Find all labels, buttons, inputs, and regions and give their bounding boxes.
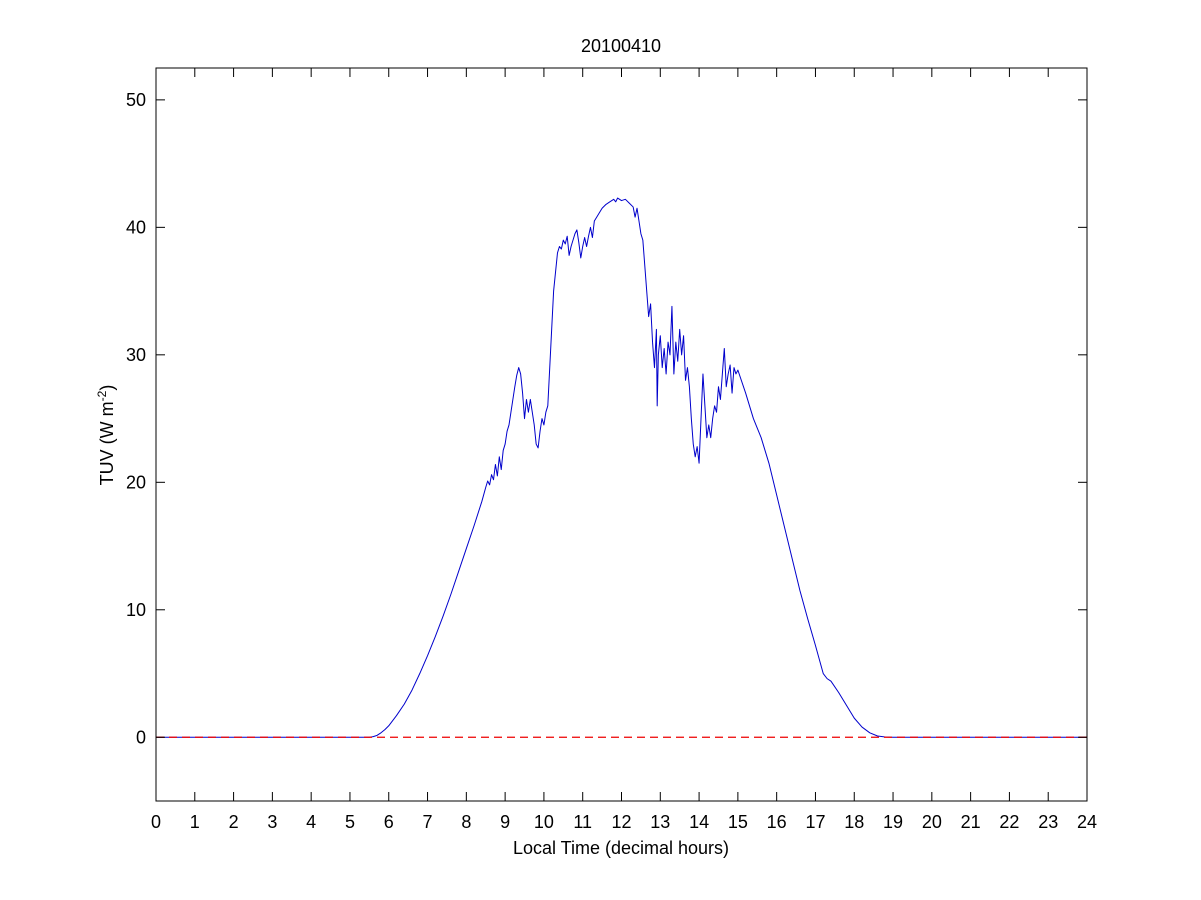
x-tick-label: 22 — [999, 812, 1019, 832]
y-tick-label: 30 — [126, 345, 146, 365]
y-axis-label-main: TUV (W m — [97, 401, 117, 485]
x-tick-label: 16 — [767, 812, 787, 832]
x-tick-label: 3 — [267, 812, 277, 832]
plot-frame — [155, 67, 1088, 802]
x-tick-label: 14 — [689, 812, 709, 832]
x-tick-label: 17 — [805, 812, 825, 832]
x-tick-label: 20 — [922, 812, 942, 832]
x-tick-label: 0 — [151, 812, 161, 832]
x-tick-label: 23 — [1038, 812, 1058, 832]
x-tick-label: 6 — [384, 812, 394, 832]
y-tick-label: 10 — [126, 600, 146, 620]
x-tick-label: 9 — [500, 812, 510, 832]
y-tick-label: 40 — [126, 217, 146, 237]
y-tick-label: 50 — [126, 90, 146, 110]
x-tick-label: 24 — [1077, 812, 1097, 832]
x-tick-label: 12 — [611, 812, 631, 832]
x-tick-label: 19 — [883, 812, 903, 832]
y-axis-label: TUV (W m-2) — [95, 385, 117, 486]
series-layer — [156, 197, 1087, 738]
x-tick-label: 21 — [961, 812, 981, 832]
x-tick-label: 4 — [306, 812, 316, 832]
y-tick-label: 20 — [126, 472, 146, 492]
x-tick-label: 8 — [461, 812, 471, 832]
ticks-layer: 0 1 2 3 4 5 6 7 8 9 10 11 12 13 14 15 16 17 18 19 20 21 22 23 24… — [126, 68, 1097, 832]
y-axis-label-close: ) — [97, 385, 117, 391]
x-tick-label: 5 — [345, 812, 355, 832]
x-tick-label: 10 — [534, 812, 554, 832]
x-tick-label: 1 — [190, 812, 200, 832]
x-tick-label: 18 — [844, 812, 864, 832]
x-tick-label: 7 — [423, 812, 433, 832]
x-tick-label: 11 — [573, 812, 592, 832]
x-tick-label: 2 — [229, 812, 239, 832]
tuv-series-line — [156, 197, 1087, 738]
x-axis-label: Local Time (decimal hours) — [513, 838, 729, 858]
x-tick-label: 15 — [728, 812, 748, 832]
plot-area — [156, 68, 1087, 801]
y-tick-label: 0 — [136, 727, 146, 747]
x-tick-label: 13 — [650, 812, 670, 832]
chart-title: 20100410 — [581, 36, 661, 56]
y-axis-label-superscript: -2 — [95, 390, 109, 401]
